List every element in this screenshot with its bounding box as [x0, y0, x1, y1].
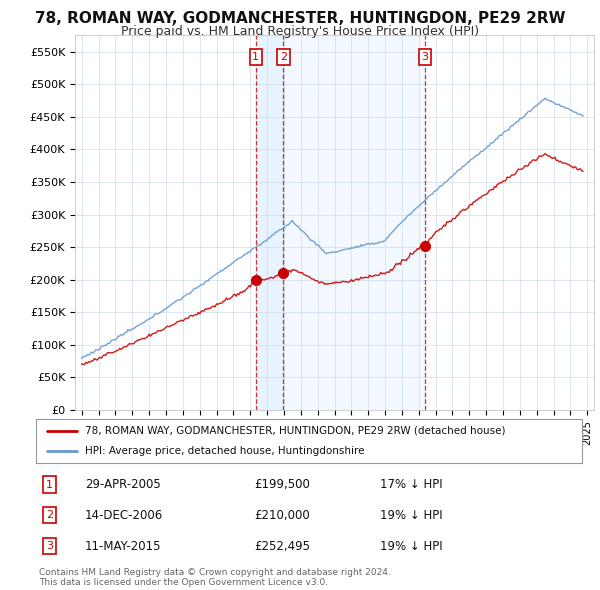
Text: 11-MAY-2015: 11-MAY-2015 — [85, 540, 161, 553]
Text: 2: 2 — [46, 510, 53, 520]
Text: 19% ↓ HPI: 19% ↓ HPI — [380, 509, 443, 522]
Bar — [283, 35, 425, 410]
Text: 3: 3 — [46, 541, 53, 551]
Text: 3: 3 — [421, 53, 428, 63]
Text: £199,500: £199,500 — [254, 478, 310, 491]
Text: Price paid vs. HM Land Registry's House Price Index (HPI): Price paid vs. HM Land Registry's House … — [121, 25, 479, 38]
Text: 78, ROMAN WAY, GODMANCHESTER, HUNTINGDON, PE29 2RW (detached house): 78, ROMAN WAY, GODMANCHESTER, HUNTINGDON… — [85, 426, 506, 436]
Text: 2: 2 — [280, 53, 287, 63]
Text: 78, ROMAN WAY, GODMANCHESTER, HUNTINGDON, PE29 2RW: 78, ROMAN WAY, GODMANCHESTER, HUNTINGDON… — [35, 11, 565, 25]
Text: 1: 1 — [46, 480, 53, 490]
Bar — [256, 35, 283, 410]
Text: 17% ↓ HPI: 17% ↓ HPI — [380, 478, 443, 491]
Text: £252,495: £252,495 — [254, 540, 310, 553]
Text: HPI: Average price, detached house, Huntingdonshire: HPI: Average price, detached house, Hunt… — [85, 446, 365, 456]
Text: 19% ↓ HPI: 19% ↓ HPI — [380, 540, 443, 553]
Text: 29-APR-2005: 29-APR-2005 — [85, 478, 161, 491]
Text: Contains HM Land Registry data © Crown copyright and database right 2024.
This d: Contains HM Land Registry data © Crown c… — [39, 568, 391, 587]
Text: 14-DEC-2006: 14-DEC-2006 — [85, 509, 163, 522]
Text: £210,000: £210,000 — [254, 509, 310, 522]
Text: 1: 1 — [253, 53, 259, 63]
